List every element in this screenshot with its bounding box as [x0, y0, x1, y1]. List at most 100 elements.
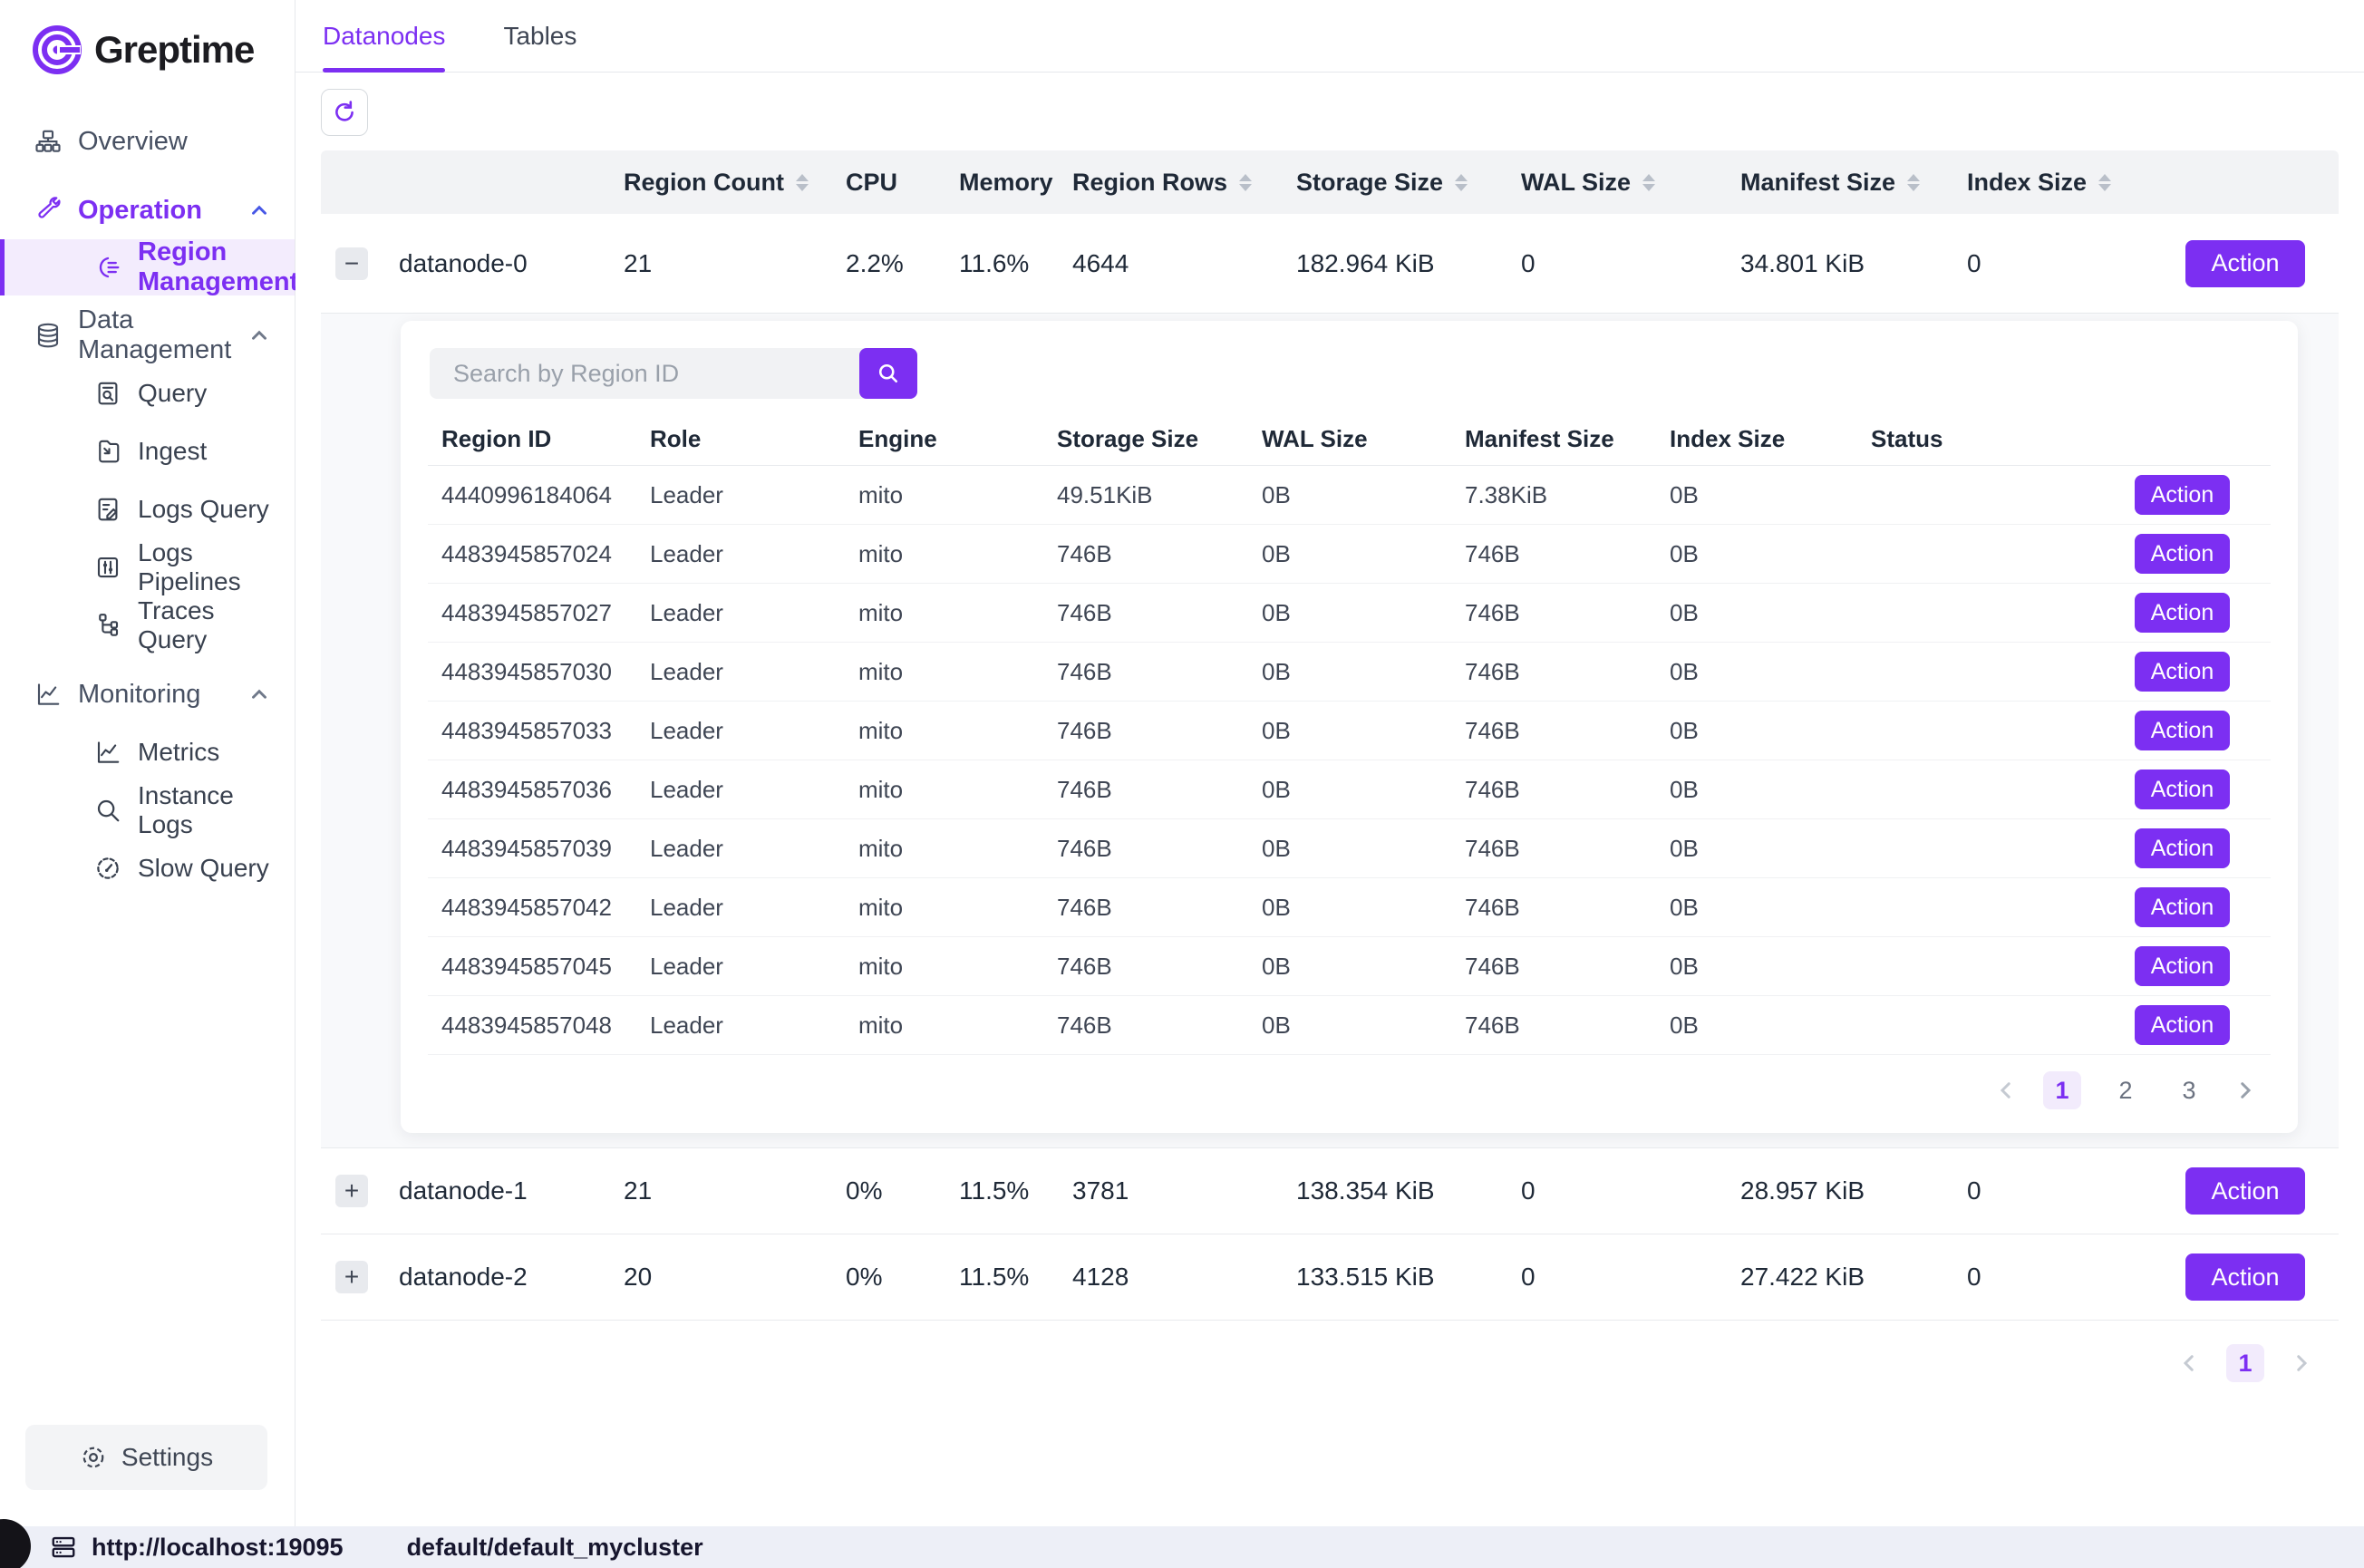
sidebar-item-overview[interactable]: Overview	[0, 112, 295, 170]
memory-value: 11.5%	[959, 1176, 1030, 1205]
region-row: 4483945857048 Leader mito 746B 0B 746B 0…	[428, 996, 2271, 1055]
chevron-left-icon[interactable]	[1994, 1079, 2018, 1102]
datanode-action-button[interactable]: Action	[2185, 1167, 2305, 1215]
sidebar-item-slow-query[interactable]: Slow Query	[0, 839, 295, 897]
datanode-row-1: + datanode-1 21 0% 11.5% 3781 138.354 Ki…	[321, 1148, 2339, 1234]
region-action-button[interactable]: Action	[2135, 652, 2230, 692]
region-id-value: 4483945857030	[441, 657, 612, 685]
column-memory: Memory	[959, 168, 1053, 196]
page-1[interactable]: 1	[2043, 1071, 2081, 1109]
datanode-action-button[interactable]: Action	[2185, 1253, 2305, 1301]
engine-value: mito	[858, 657, 904, 685]
region-search-input[interactable]	[430, 348, 865, 399]
chevron-up-icon[interactable]	[247, 198, 271, 222]
sidebar-item-query[interactable]: Query	[0, 364, 295, 422]
sidebar-item-metrics[interactable]: Metrics	[0, 723, 295, 781]
region-search-button[interactable]	[859, 348, 917, 399]
role-value: Leader	[650, 657, 723, 685]
memory-value: 11.6%	[959, 248, 1030, 277]
sidebar-item-logs-query[interactable]: Logs Query	[0, 480, 295, 538]
region-row: 4483945857039 Leader mito 746B 0B 746B 0…	[428, 819, 2271, 878]
tab-tables[interactable]: Tables	[503, 21, 577, 50]
line-chart-icon	[94, 739, 121, 766]
region-action-button[interactable]: Action	[2135, 946, 2230, 986]
sidebar-item-label: Overview	[78, 126, 188, 156]
region-rows-value: 3781	[1072, 1176, 1129, 1205]
region-table: Region ID Role Engine Storage Size WAL S…	[428, 413, 2271, 1055]
engine-value: mito	[858, 480, 904, 508]
index-size-value: 0B	[1670, 657, 1699, 685]
datanodes-table: Region Count CPU Memory Region Rows Stor…	[321, 150, 2339, 1382]
sidebar-item-label: Metrics	[138, 738, 220, 766]
region-row: 4440996184064 Leader mito 49.51KiB 0B 7.…	[428, 466, 2271, 525]
page-2[interactable]: 2	[2118, 1076, 2133, 1104]
search-icon	[876, 361, 901, 386]
region-row: 4483945857027 Leader mito 746B 0B 746B 0…	[428, 584, 2271, 643]
region-count-value: 21	[624, 1176, 653, 1205]
role-value: Leader	[650, 893, 723, 921]
region-id-value: 4483945857042	[441, 893, 612, 921]
column-wal-size: WAL Size	[1521, 168, 1632, 196]
main-row: Greptime Overview	[0, 0, 2364, 1526]
region-action-button[interactable]: Action	[2135, 534, 2230, 574]
sort-region-rows[interactable]	[1239, 173, 1253, 191]
brand-logo[interactable]: Greptime	[0, 0, 295, 76]
tab-bar: Datanodes Tables	[296, 0, 2364, 73]
region-action-button[interactable]: Action	[2135, 828, 2230, 868]
index-size-value: 0B	[1670, 893, 1699, 921]
region-action-button[interactable]: Action	[2135, 711, 2230, 750]
datanode-action-button[interactable]: Action	[2185, 239, 2305, 287]
chevron-up-icon[interactable]	[247, 682, 271, 706]
wal-size-value: 0	[1521, 248, 1536, 277]
sidebar-item-label: Traces Query	[138, 596, 215, 653]
collapse-button[interactable]: −	[335, 247, 368, 280]
region-id-value: 4483945857039	[441, 834, 612, 862]
sort-index-size[interactable]	[2098, 173, 2112, 191]
document-search-icon	[94, 380, 121, 407]
sidebar-item-label: Logs Pipelines	[138, 538, 241, 595]
sort-wal-size[interactable]	[1642, 173, 1656, 191]
cpu-value: 0%	[846, 1263, 883, 1291]
page-3[interactable]: 3	[2182, 1076, 2196, 1104]
wal-size-value: 0B	[1262, 716, 1291, 744]
region-action-button[interactable]: Action	[2135, 1005, 2230, 1045]
region-action-button[interactable]: Action	[2135, 887, 2230, 927]
engine-value: mito	[858, 598, 904, 626]
sort-storage-size[interactable]	[1455, 173, 1468, 191]
sort-region-count[interactable]	[795, 173, 809, 191]
manifest-size-value: 7.38KiB	[1465, 480, 1548, 508]
region-action-button[interactable]: Action	[2135, 593, 2230, 633]
storage-size-value: 746B	[1057, 539, 1112, 567]
chevron-right-icon[interactable]	[2233, 1079, 2257, 1102]
chevron-left-icon[interactable]	[2177, 1351, 2201, 1375]
chevron-right-icon[interactable]	[2290, 1351, 2313, 1375]
tab-datanodes[interactable]: Datanodes	[323, 0, 446, 73]
tree-icon	[94, 612, 121, 639]
sidebar-item-label: Slow Query	[138, 854, 269, 882]
expand-button[interactable]: +	[335, 1175, 368, 1207]
chevron-up-icon[interactable]	[247, 324, 271, 347]
sidebar-item-instance-logs[interactable]: Instance Logs	[0, 781, 295, 839]
sliders-icon	[94, 554, 121, 581]
wrench-icon	[34, 197, 62, 224]
datanodes-table-header: Region Count CPU Memory Region Rows Stor…	[321, 150, 2339, 214]
region-row: 4483945857042 Leader mito 746B 0B 746B 0…	[428, 878, 2271, 937]
region-action-button[interactable]: Action	[2135, 769, 2230, 809]
sidebar-section-operation[interactable]: Operation	[0, 181, 295, 239]
storage-size-value: 746B	[1057, 775, 1112, 803]
expand-button[interactable]: +	[335, 1261, 368, 1293]
index-size-value: 0B	[1670, 598, 1699, 626]
page-1[interactable]: 1	[2226, 1344, 2264, 1382]
sidebar-section-monitoring[interactable]: Monitoring	[0, 665, 295, 723]
settings-button[interactable]: Settings	[25, 1425, 267, 1490]
region-action-button[interactable]: Action	[2135, 475, 2230, 515]
sidebar-nav: Overview Operation	[0, 112, 298, 897]
sidebar-item-traces-query[interactable]: Traces Query	[0, 596, 295, 654]
refresh-button[interactable]	[321, 89, 368, 136]
sidebar-section-data-management[interactable]: Data Management	[0, 305, 295, 364]
sidebar-item-logs-pipelines[interactable]: Logs Pipelines	[0, 538, 295, 596]
sort-manifest-size[interactable]	[1907, 173, 1921, 191]
sidebar-item-ingest[interactable]: Ingest	[0, 422, 295, 480]
engine-value: mito	[858, 716, 904, 744]
sidebar-item-region-management[interactable]: Region Management	[0, 237, 298, 296]
